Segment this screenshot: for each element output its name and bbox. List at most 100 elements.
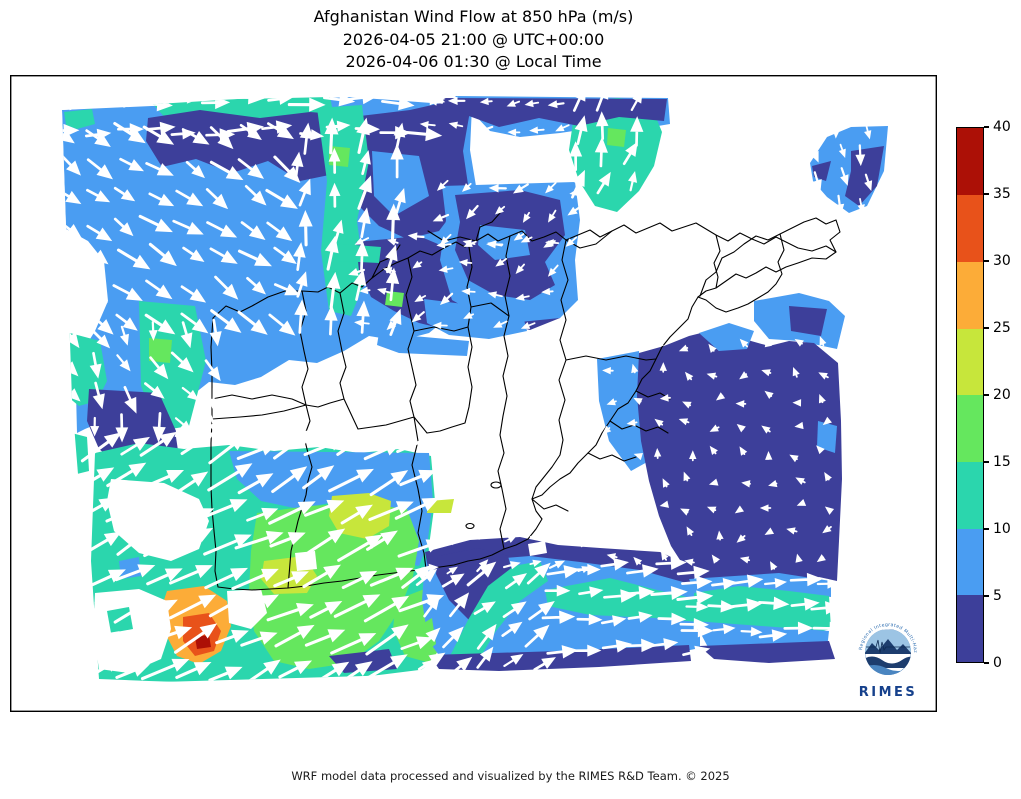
wind-arrow bbox=[796, 498, 807, 506]
chart-subtitle-utc: 2026-04-05 21:00 @ UTC+00:00 bbox=[342, 29, 605, 49]
wind-arrow bbox=[328, 468, 374, 493]
wind-arrow bbox=[477, 125, 494, 134]
wind-arrow bbox=[114, 564, 156, 582]
wind-arrow bbox=[838, 143, 846, 158]
wind-arrow bbox=[739, 556, 751, 564]
wind-arrow bbox=[88, 312, 114, 335]
wind-arrow bbox=[84, 245, 109, 265]
wind-arrow bbox=[113, 186, 136, 202]
wind-arrow bbox=[520, 235, 533, 243]
wind-arrow bbox=[495, 258, 508, 267]
wind-arrow bbox=[244, 184, 267, 206]
wind-arrow bbox=[810, 601, 842, 615]
wind-arrow bbox=[545, 182, 557, 194]
wind-arrow bbox=[715, 392, 726, 401]
wind-arrow bbox=[529, 559, 542, 567]
wind-arrow bbox=[822, 525, 832, 534]
wind-arrow bbox=[574, 644, 602, 657]
wind-arrow bbox=[205, 499, 248, 518]
wind-region-sw-yellow-1 bbox=[329, 493, 391, 539]
wind-arrow bbox=[626, 418, 638, 427]
wind-arrow bbox=[214, 275, 239, 300]
province-boundary bbox=[413, 326, 469, 332]
wind-arrow bbox=[794, 338, 804, 347]
wind-arrow bbox=[385, 267, 400, 302]
wind-arrow bbox=[113, 598, 154, 624]
wind-arrow bbox=[739, 338, 749, 348]
wind-arrow bbox=[824, 472, 832, 482]
footer-credit: WRF model data processed and visualized … bbox=[291, 769, 730, 783]
wind-arrow bbox=[354, 237, 370, 245]
wind-arrow bbox=[234, 530, 284, 550]
wind-arrow bbox=[650, 586, 688, 600]
wind-arrow bbox=[633, 556, 643, 566]
wind-arrow bbox=[273, 428, 315, 460]
wind-arrow bbox=[144, 382, 165, 399]
province-boundary bbox=[531, 498, 569, 512]
wind-arrow bbox=[544, 584, 571, 597]
wind-arrow bbox=[442, 626, 464, 649]
wind-arrow bbox=[515, 263, 525, 274]
wind-arrow bbox=[309, 600, 343, 619]
wind-arrow bbox=[606, 553, 618, 561]
wind-arrow bbox=[145, 162, 174, 176]
wind-arrow bbox=[169, 594, 217, 620]
wind-arrow bbox=[208, 434, 247, 465]
wind-arrow bbox=[626, 564, 659, 578]
colorbar-segment-25-30 bbox=[957, 261, 983, 329]
wind-arrow bbox=[522, 211, 531, 223]
wind-arrow bbox=[294, 299, 308, 334]
wind-arrow bbox=[302, 564, 342, 589]
wind-arrow bbox=[200, 96, 231, 110]
wind-arrow bbox=[265, 188, 298, 209]
wind-arrow bbox=[390, 143, 404, 179]
wind-arrow bbox=[565, 236, 578, 247]
province-boundary bbox=[497, 235, 511, 550]
colorbar-tick bbox=[984, 193, 989, 195]
wind-arrow bbox=[291, 151, 304, 180]
wind-arrow bbox=[237, 158, 265, 179]
wind-arrow bbox=[448, 121, 464, 129]
wind-arrow bbox=[168, 528, 213, 553]
wind-arrow bbox=[241, 594, 280, 614]
wind-arrow bbox=[706, 372, 718, 380]
wind-arrow bbox=[369, 470, 409, 497]
wind-arrow bbox=[116, 530, 149, 556]
wind-arrow bbox=[209, 126, 234, 150]
province-boundary bbox=[531, 239, 569, 500]
wind-arrow bbox=[328, 147, 341, 174]
wind-arrow bbox=[365, 654, 408, 680]
wind-arrow bbox=[662, 478, 670, 488]
wind-arrow bbox=[682, 401, 692, 409]
wind-arrow bbox=[175, 189, 204, 207]
wind-arrow bbox=[354, 319, 370, 327]
wind-arrow bbox=[355, 240, 369, 271]
wind-arrow bbox=[115, 313, 138, 331]
colorbar-tick bbox=[984, 528, 989, 530]
wind-arrow bbox=[809, 143, 819, 163]
wind-arrow bbox=[822, 416, 832, 426]
wind-arrow bbox=[89, 351, 102, 379]
wind-arrow bbox=[365, 624, 409, 656]
wind-arrow bbox=[169, 565, 213, 585]
wind-arrow bbox=[266, 221, 293, 242]
wind-arrow bbox=[736, 534, 746, 543]
wind-arrow bbox=[679, 618, 709, 631]
wind-arrow bbox=[515, 293, 530, 301]
wind-arrow bbox=[595, 93, 609, 112]
wind-arrow bbox=[432, 321, 448, 330]
wind-arrow bbox=[653, 447, 662, 459]
wind-arrow bbox=[547, 264, 559, 277]
wind-arrow bbox=[172, 219, 204, 235]
wind-arrow bbox=[207, 463, 253, 492]
logo-seismic-trace bbox=[866, 639, 910, 654]
wind-arrow bbox=[759, 504, 772, 512]
wind-arrow bbox=[654, 418, 664, 428]
wind-arrow bbox=[119, 157, 144, 172]
wind-arrow bbox=[240, 221, 266, 240]
wind-arrow bbox=[80, 432, 122, 463]
wind-region-east-main bbox=[637, 333, 842, 591]
wind-arrow bbox=[180, 312, 209, 334]
province-boundary bbox=[343, 257, 417, 430]
wind-arrow bbox=[476, 559, 489, 573]
